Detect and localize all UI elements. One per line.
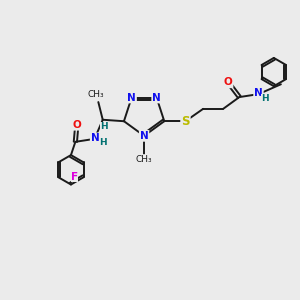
- Text: CH₃: CH₃: [136, 155, 152, 164]
- Text: N: N: [152, 92, 161, 103]
- Text: F: F: [71, 172, 78, 182]
- Text: S: S: [181, 115, 190, 128]
- Text: O: O: [73, 120, 81, 130]
- Text: CH₃: CH₃: [88, 89, 104, 98]
- Text: H: H: [100, 122, 108, 131]
- Text: N: N: [140, 131, 148, 141]
- Text: H: H: [261, 94, 269, 103]
- Text: N: N: [127, 92, 136, 103]
- Text: N: N: [254, 88, 263, 98]
- Text: O: O: [224, 77, 233, 87]
- Text: H: H: [99, 138, 106, 147]
- Text: N: N: [91, 133, 100, 143]
- Text: methyl: methyl: [142, 157, 147, 159]
- Text: methyl: methyl: [142, 157, 146, 158]
